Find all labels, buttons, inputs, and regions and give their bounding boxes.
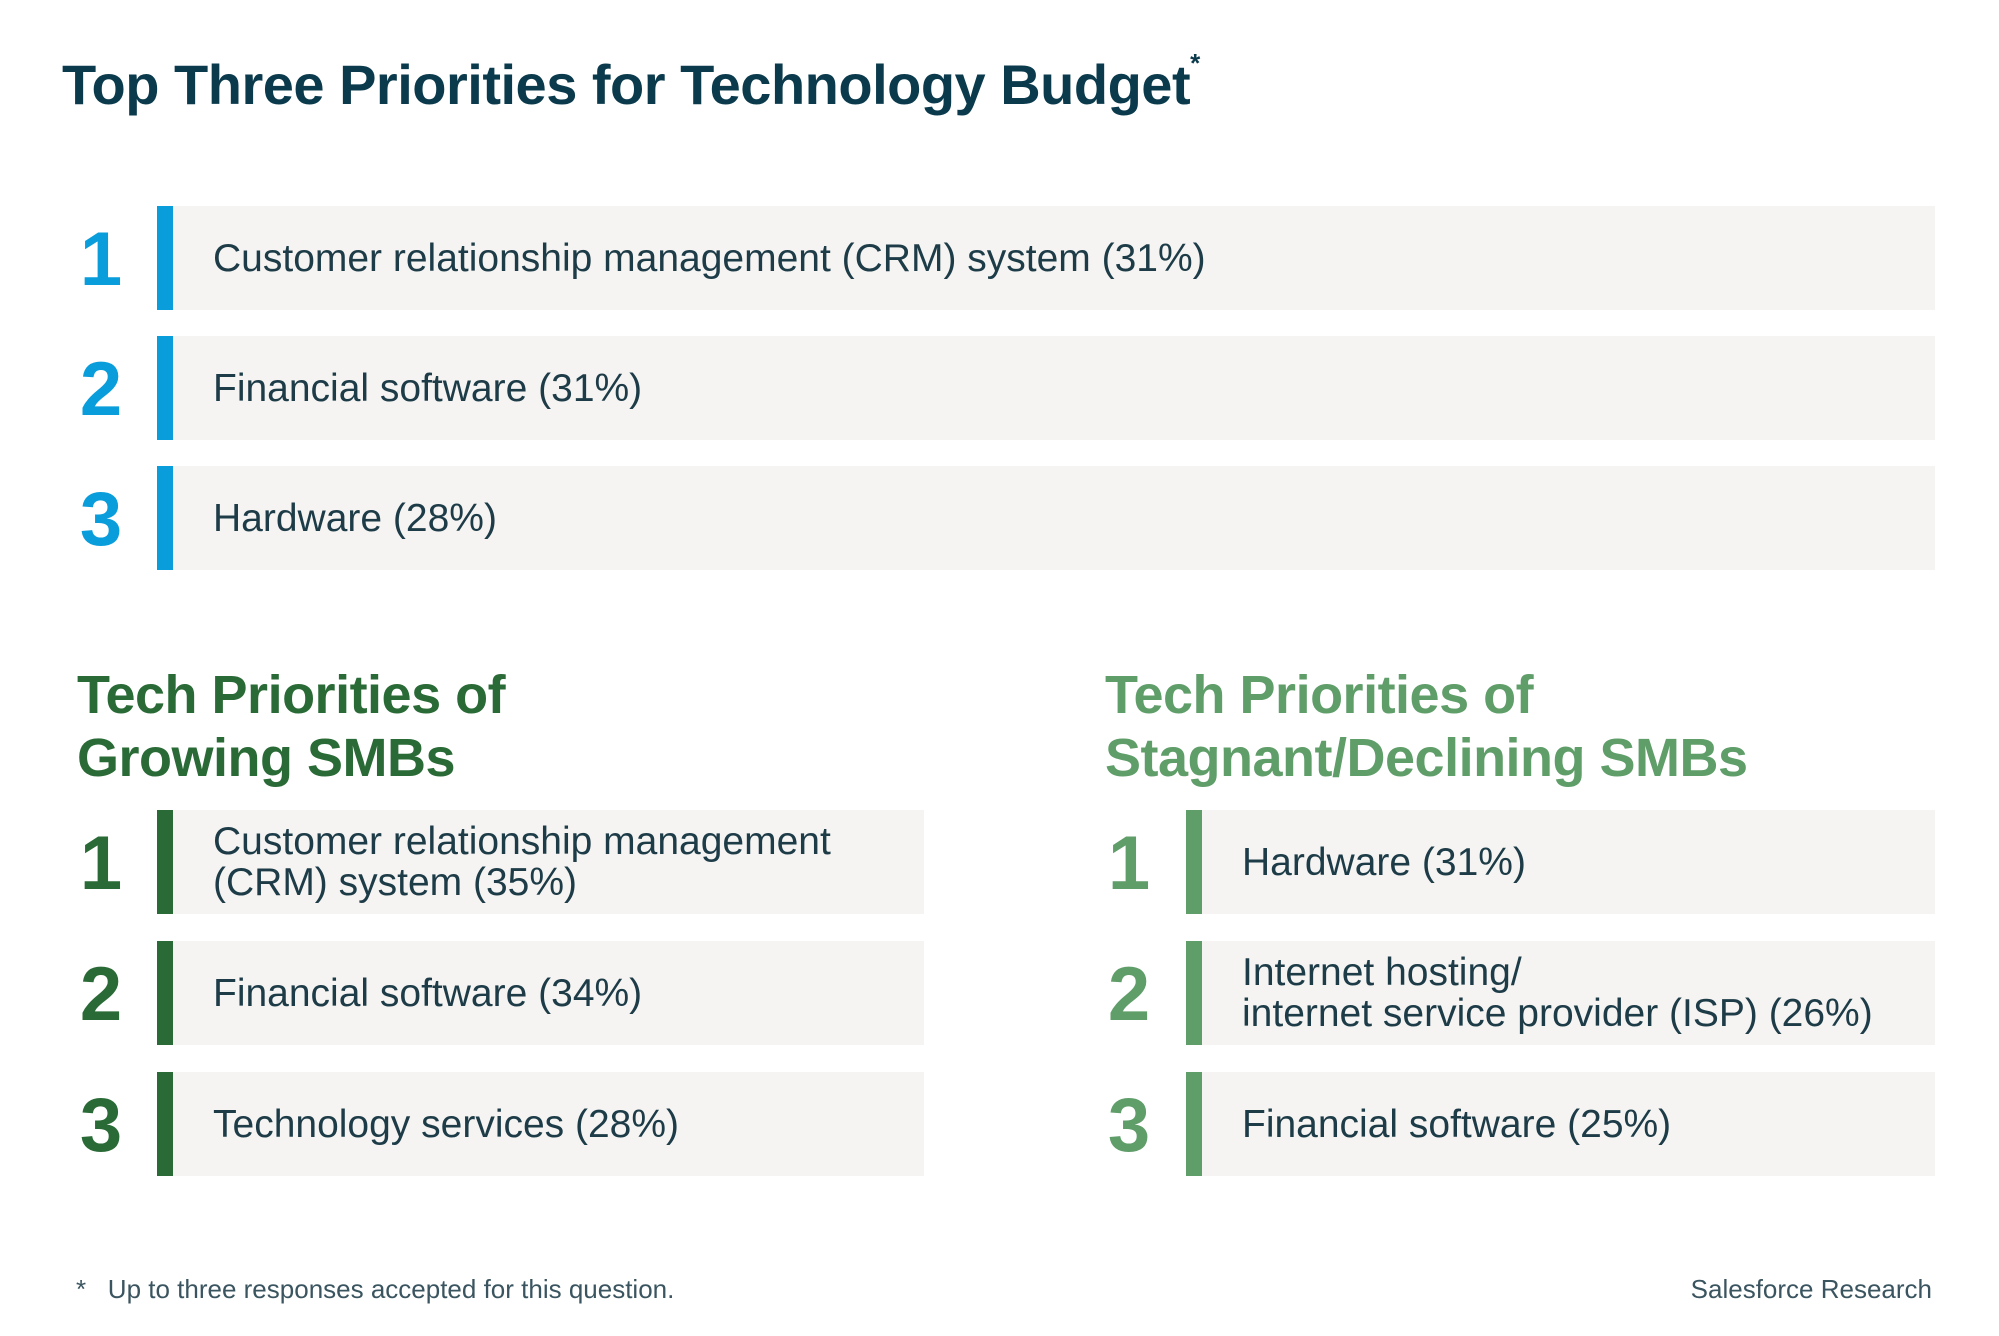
rank-number: 1 [79, 217, 123, 302]
heading-line: Stagnant/Declining SMBs [1105, 728, 1748, 788]
accent-bar [1186, 810, 1202, 914]
item-label: Internet hosting/internet service provid… [1242, 952, 1873, 1034]
item-label: Hardware (31%) [1242, 840, 1526, 884]
label-line: Internet hosting/ [1242, 951, 1522, 994]
item-label: Technology services (28%) [213, 1102, 680, 1146]
accent-bar [157, 810, 173, 914]
rank-number: 2 [79, 952, 123, 1037]
overall-item-3: Hardware (28%) [157, 466, 1935, 570]
growing-item-3: Technology services (28%) [157, 1072, 924, 1176]
label-line: internet service provider (ISP) (26%) [1242, 992, 1873, 1035]
label-line: (CRM) system (35%) [213, 861, 578, 904]
heading-line: Tech Priorities of [1105, 665, 1534, 725]
item-label: Financial software (34%) [213, 971, 643, 1015]
overall-item-2: Financial software (31%) [157, 336, 1935, 440]
rank-number: 3 [79, 1083, 123, 1168]
declining-item-3: Financial software (25%) [1186, 1072, 1935, 1176]
heading-line: Growing SMBs [77, 728, 456, 788]
rank-number: 3 [79, 477, 123, 562]
growing-item-1: Customer relationship management (CRM) sy… [157, 810, 924, 914]
item-label: Financial software (31%) [213, 366, 643, 410]
accent-bar [157, 336, 173, 440]
accent-bar [1186, 1072, 1202, 1176]
growing-heading: Tech Priorities of Growing SMBs [77, 664, 506, 790]
accent-bar [157, 941, 173, 1045]
rank-number: 3 [1107, 1083, 1151, 1168]
growing-item-2: Financial software (34%) [157, 941, 924, 1045]
title-text: Top Three Priorities for Technology Budg… [62, 53, 1191, 116]
item-label: Customer relationship management (CRM) s… [213, 236, 1206, 280]
declining-heading: Tech Priorities of Stagnant/Declining SMB… [1105, 664, 1748, 790]
declining-item-1: Hardware (31%) [1186, 810, 1935, 914]
accent-bar [1186, 941, 1202, 1045]
label-line: Customer relationship management [213, 820, 831, 863]
footnote-text: Up to three responses accepted for this … [107, 1274, 675, 1304]
heading-line: Tech Priorities of [77, 665, 506, 725]
accent-bar [157, 466, 173, 570]
accent-bar [157, 206, 173, 310]
declining-item-2: Internet hosting/internet service provid… [1186, 941, 1935, 1045]
footnote: * Up to three responses accepted for thi… [76, 1274, 674, 1305]
source-credit: Salesforce Research [1690, 1274, 1932, 1304]
footnote-mark: * [76, 1274, 87, 1304]
rank-number: 1 [1107, 821, 1151, 906]
accent-bar [157, 1072, 173, 1176]
item-label: Hardware (28%) [213, 496, 497, 540]
item-label: Financial software (25%) [1242, 1102, 1672, 1146]
item-label: Customer relationship management (CRM) sy… [213, 821, 831, 903]
page-title: Top Three Priorities for Technology Budg… [62, 48, 1200, 117]
overall-item-1: Customer relationship management (CRM) s… [157, 206, 1935, 310]
rank-number: 2 [79, 347, 123, 432]
title-footnote-mark: * [1190, 48, 1200, 78]
rank-number: 1 [79, 821, 123, 906]
rank-number: 2 [1107, 952, 1151, 1037]
